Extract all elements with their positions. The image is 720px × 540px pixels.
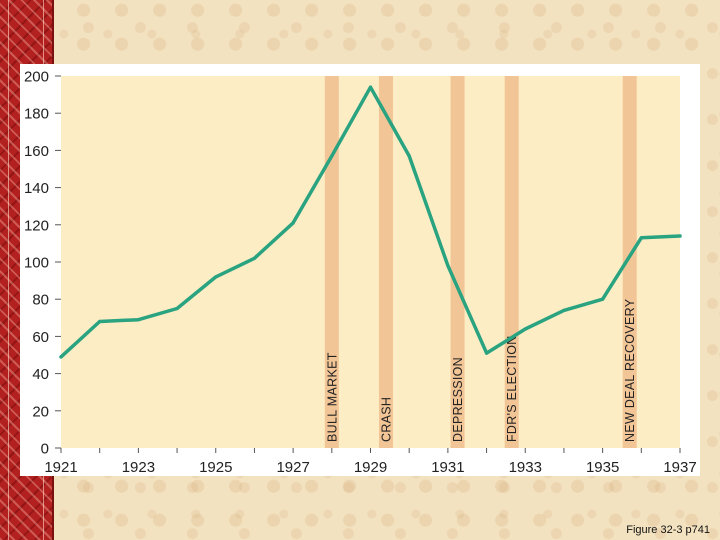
data-point-0-10 (446, 264, 450, 268)
x-tick-label-3: 1927 (276, 459, 309, 476)
x-tick-label-7: 1935 (586, 459, 619, 476)
y-tick-label-2: 40 (32, 366, 49, 383)
x-tick-label-6: 1933 (509, 459, 542, 476)
event-bands: BULL MARKET CRASH DEPRESSION FDR'S ELECTION… (324, 76, 637, 448)
band-1 (378, 76, 393, 448)
band-label-4: NEW DEAL RECOVERY (623, 298, 637, 442)
data-point-0-12 (523, 327, 527, 331)
x-tick-label-8: 1937 (663, 459, 696, 476)
y-tick-label-9: 180 (24, 106, 49, 123)
data-point-0-4 (214, 275, 218, 279)
band-4 (622, 76, 637, 448)
y-tick-label-8: 160 (24, 143, 49, 160)
data-point-0-1 (98, 319, 102, 324)
y-tick-label-0: 0 (41, 441, 49, 458)
y-tick-label-10: 200 (24, 69, 49, 86)
data-point-0-8 (368, 85, 373, 89)
y-tick-label-6: 120 (24, 217, 49, 234)
chart-panel: BULL MARKET CRASH DEPRESSION FDR'S ELECTION… (20, 64, 700, 476)
y-tick-label-7: 140 (24, 180, 49, 197)
data-point-0-13 (562, 308, 566, 312)
data-point-0-0 (59, 355, 63, 359)
band-2 (450, 76, 465, 448)
x-tick-label-4: 1929 (354, 459, 387, 476)
data-point-0-2 (136, 318, 140, 322)
plot-area (61, 76, 680, 448)
data-point-0-9 (407, 154, 411, 158)
series (59, 85, 682, 359)
band-label-1: CRASH (379, 397, 393, 442)
axes: 0 20 40 60 80 100 120 140 160 180 200 1921 1923 1925 1… (24, 69, 697, 477)
data-point-0-15 (639, 236, 643, 240)
line-chart: BULL MARKET CRASH DEPRESSION FDR'S ELECTION… (24, 69, 697, 477)
band-0 (324, 76, 339, 448)
data-point-0-11 (484, 351, 489, 355)
data-point-0-5 (252, 256, 257, 260)
band-label-0: BULL MARKET (325, 352, 339, 442)
data-point-0-7 (330, 154, 334, 158)
x-tick-label-5: 1931 (431, 459, 464, 476)
x-tick-label-0: 1921 (44, 459, 77, 476)
data-point-0-14 (601, 297, 605, 301)
x-tick-label-2: 1925 (199, 459, 232, 476)
y-tick-label-3: 60 (32, 329, 49, 346)
data-point-0-16 (678, 234, 682, 238)
band-label-3: FDR'S ELECTION (505, 335, 519, 442)
x-tick-label-1: 1923 (122, 459, 155, 476)
y-tick-label-1: 20 (32, 403, 49, 420)
y-tick-label-5: 100 (24, 255, 49, 272)
figure-caption: Figure 32-3 p741 (626, 524, 710, 536)
band-3 (504, 76, 519, 448)
data-point-0-3 (175, 306, 179, 311)
data-point-0-6 (291, 221, 295, 225)
y-tick-label-4: 80 (32, 292, 49, 309)
band-label-2: DEPRESSION (451, 357, 465, 442)
